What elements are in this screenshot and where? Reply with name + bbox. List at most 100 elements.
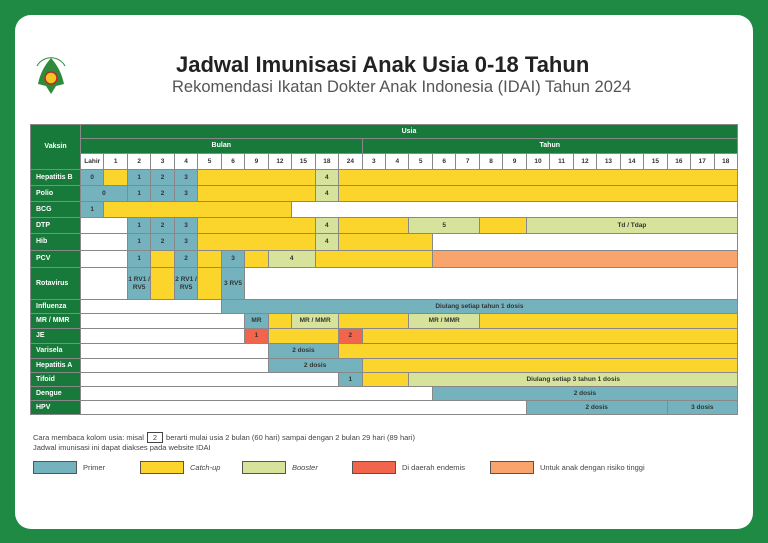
age-column-header: 14 bbox=[620, 154, 644, 169]
age-column-header: 6 bbox=[221, 154, 245, 169]
schedule-cell bbox=[81, 373, 339, 386]
schedule-cell bbox=[479, 218, 526, 233]
schedule-cell bbox=[339, 170, 737, 185]
schedule-cell bbox=[104, 202, 292, 217]
schedule-cell: 2 dosis bbox=[526, 401, 667, 414]
note-text: Cara membaca kolom usia: misal bbox=[33, 433, 144, 442]
schedule-cell bbox=[245, 251, 268, 267]
vaccine-name: MR / MMR bbox=[31, 314, 80, 328]
age-column-header: 5 bbox=[198, 154, 221, 169]
schedule-cell bbox=[268, 329, 339, 343]
schedule-cell bbox=[362, 359, 737, 372]
schedule-cell: 3 bbox=[221, 251, 245, 267]
schedule-cell: 4 bbox=[315, 186, 339, 201]
age-column-header: 3 bbox=[362, 154, 386, 169]
vaksin-header: Vaksin bbox=[31, 125, 80, 169]
schedule-cell: 1 bbox=[127, 218, 151, 233]
schedule-cell: 4 bbox=[315, 170, 339, 185]
age-column-header: 6 bbox=[432, 154, 456, 169]
age-column-header: 15 bbox=[644, 154, 667, 169]
schedule-cell bbox=[81, 401, 526, 414]
schedule-cell: 3 bbox=[174, 234, 198, 250]
age-column-header: 9 bbox=[503, 154, 526, 169]
age-column-header: 2 bbox=[127, 154, 151, 169]
schedule-cell bbox=[81, 251, 127, 267]
age-column-header: 24 bbox=[339, 154, 362, 169]
legend-label: Catch-up bbox=[190, 463, 221, 472]
schedule-cell: 1 bbox=[127, 251, 151, 267]
schedule-cell: 1 bbox=[127, 234, 151, 250]
schedule-cell bbox=[339, 344, 737, 358]
vaccine-name: Dengue bbox=[31, 387, 80, 400]
age-column-header: 8 bbox=[479, 154, 503, 169]
schedule-cell: 2 bbox=[151, 170, 174, 185]
schedule-cell bbox=[81, 234, 127, 250]
legend-label: Primer bbox=[83, 463, 106, 472]
vaccine-name: Hepatitis B bbox=[31, 170, 80, 185]
page-title: Jadwal Imunisasi Anak Usia 0-18 Tahun bbox=[176, 52, 590, 77]
age-column-header: 11 bbox=[550, 154, 573, 169]
vaccine-name: Tifoid bbox=[31, 373, 80, 386]
vaccine-name: Influenza bbox=[31, 300, 80, 313]
schedule-cell: 1 bbox=[245, 329, 268, 343]
age-column-header: 5 bbox=[409, 154, 432, 169]
schedule-cell bbox=[151, 268, 174, 299]
age-column-header: Lahir bbox=[81, 154, 104, 169]
legend-label: Booster bbox=[292, 463, 318, 472]
schedule-cell: 2 dosis bbox=[268, 359, 362, 372]
example-box: 2 bbox=[146, 432, 164, 443]
schedule-cell: MR / MMR bbox=[409, 314, 479, 328]
schedule-cell: 2 bbox=[174, 251, 198, 267]
schedule-cell bbox=[151, 251, 174, 267]
age-column-header: 10 bbox=[526, 154, 550, 169]
tahun-header: Tahun bbox=[362, 139, 737, 153]
age-column-header: 16 bbox=[667, 154, 691, 169]
schedule-cell bbox=[81, 359, 268, 372]
schedule-cell: 4 bbox=[315, 234, 339, 250]
schedule-cell bbox=[339, 186, 737, 201]
vaccine-name: Hib bbox=[31, 234, 80, 250]
legend-label: Di daerah endemis bbox=[402, 463, 465, 472]
schedule-cell: 3 bbox=[174, 186, 198, 201]
schedule-cell bbox=[339, 314, 409, 328]
schedule-cell bbox=[432, 234, 737, 250]
schedule-cell bbox=[198, 234, 315, 250]
age-column-header: 12 bbox=[573, 154, 597, 169]
schedule-cell: 2 bbox=[151, 186, 174, 201]
vaccine-name: Varisela bbox=[31, 344, 80, 358]
schedule-cell: Diulang setiap tahun 1 dosis bbox=[221, 300, 737, 313]
schedule-cell: 3 bbox=[174, 170, 198, 185]
usia-header: Usia bbox=[81, 125, 737, 138]
vaccine-name: PCV bbox=[31, 251, 80, 267]
age-column-header: 1 bbox=[104, 154, 127, 169]
vaccine-name: Rotavirus bbox=[31, 268, 80, 299]
schedule-cell: 4 bbox=[315, 218, 339, 233]
schedule-cell: 1 bbox=[339, 373, 362, 386]
schedule-cell: 2 bbox=[151, 234, 174, 250]
schedule-cell bbox=[339, 234, 432, 250]
schedule-cell: Td / Tdap bbox=[526, 218, 737, 233]
schedule-cell bbox=[81, 300, 221, 313]
schedule-cell bbox=[479, 314, 737, 328]
age-column-header: 4 bbox=[174, 154, 198, 169]
bulan-header: Bulan bbox=[81, 139, 362, 153]
schedule-cell: MR / MMR bbox=[292, 314, 339, 328]
schedule-cell bbox=[432, 251, 737, 267]
vaccine-name: BCG bbox=[31, 202, 80, 217]
vaccine-name: JE bbox=[31, 329, 80, 343]
schedule-cell: 3 bbox=[174, 218, 198, 233]
schedule-cell bbox=[81, 329, 245, 343]
schedule-cell: 4 bbox=[268, 251, 315, 267]
immunization-table: Vaksin Usia Bulan Tahun Lahir 1 2 3 4 5 6 9 12 15 18 24… bbox=[30, 124, 738, 415]
schedule-cell bbox=[81, 344, 268, 358]
age-column-header: 13 bbox=[597, 154, 620, 169]
age-column-header: 9 bbox=[245, 154, 268, 169]
age-column-header: 18 bbox=[714, 154, 737, 169]
schedule-cell: 2 RV1 / RV5 bbox=[174, 268, 198, 299]
schedule-cell bbox=[339, 218, 409, 233]
schedule-cell: 1 bbox=[81, 202, 104, 217]
schedule-cell: 2 dosis bbox=[432, 387, 737, 400]
schedule-cell bbox=[198, 251, 221, 267]
page-subtitle: Rekomendasi Ikatan Dokter Anak Indonesia… bbox=[172, 78, 632, 96]
schedule-cell: 5 bbox=[409, 218, 479, 233]
